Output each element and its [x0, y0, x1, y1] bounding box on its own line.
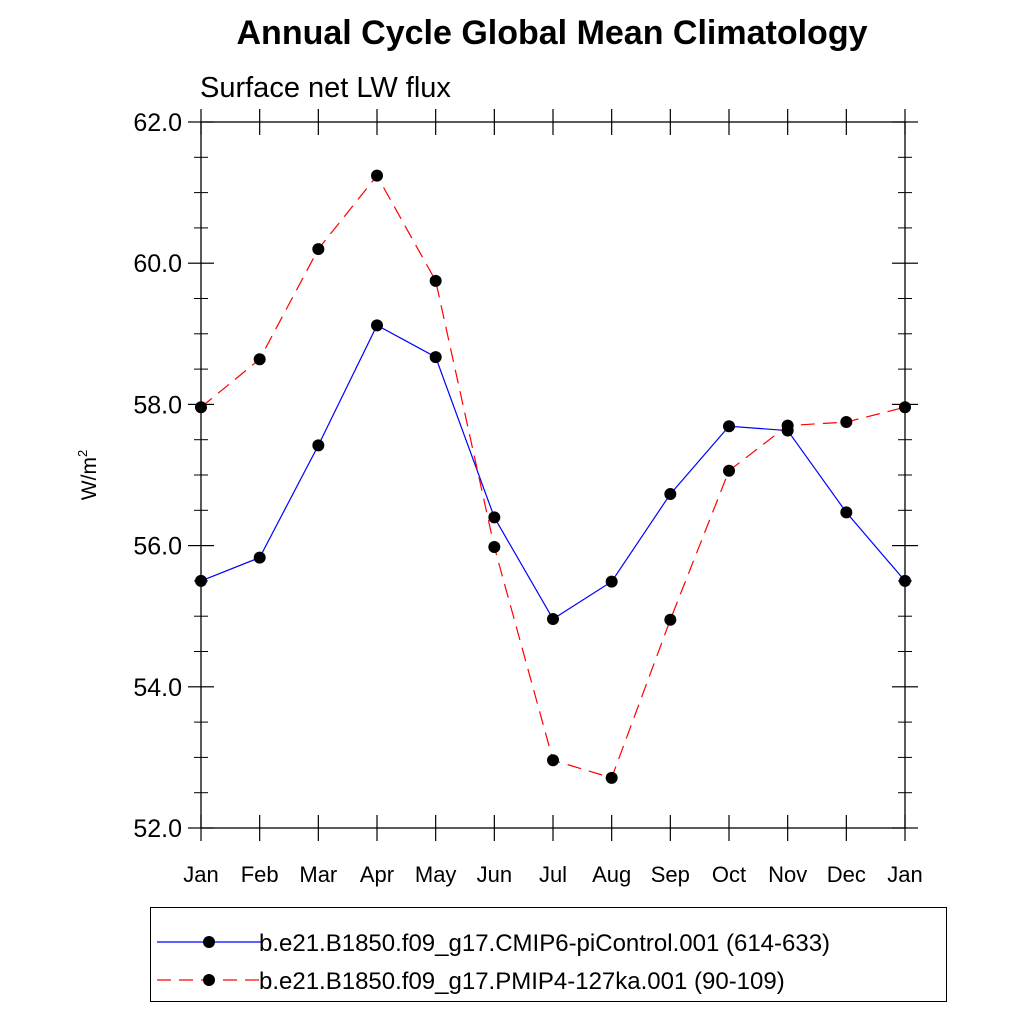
y-tick-label: 56.0 [133, 533, 182, 561]
x-tick-label: Jul [539, 862, 567, 887]
y-tick-label: 60.0 [133, 250, 182, 278]
y-tick-label: 52.0 [133, 815, 182, 843]
data-point-s1-5 [488, 541, 501, 554]
data-point-s1-1 [253, 353, 266, 366]
x-tick-label: Mar [299, 862, 337, 887]
plot-frame [200, 121, 906, 829]
data-point-s1-3 [371, 169, 383, 182]
data-point-s0-8 [664, 488, 677, 501]
x-tick-label: Apr [360, 862, 394, 887]
x-tick-label: Oct [712, 862, 746, 887]
data-point-s0-7 [605, 575, 618, 588]
x-tick-label: Jun [477, 862, 512, 887]
data-point-s0-3 [371, 319, 383, 332]
x-tick-label: Jan [887, 862, 922, 887]
x-tick-label: Nov [768, 862, 807, 887]
x-tick-label: Dec [827, 862, 866, 887]
data-point-s0-2 [312, 439, 325, 452]
legend-entry-127ka: b.e21.B1850.f09_g17.PMIP4-127ka.001 (90-… [151, 960, 946, 1000]
data-point-s0-11 [840, 506, 853, 519]
series-line-1 [200, 174, 906, 779]
y-tick-label: 54.0 [133, 674, 182, 702]
x-tick-label: May [415, 862, 457, 887]
y-tick-label: 62.0 [133, 109, 182, 137]
y-axis-label-superscript: 2 [75, 450, 90, 457]
series-line-0 [200, 324, 906, 620]
data-point-s1-10 [781, 419, 794, 432]
data-point-s1-8 [664, 613, 677, 626]
x-tick-label: Feb [241, 862, 279, 887]
x-tick-label: Aug [592, 862, 631, 887]
legend: b.e21.B1850.f09_g17.CMIP6-piControl.001 … [150, 907, 947, 1002]
data-point-s1-7 [605, 771, 618, 784]
x-tick-label: Jan [183, 862, 218, 887]
legend-label-127ka: b.e21.B1850.f09_g17.PMIP4-127ka.001 (90-… [259, 968, 785, 995]
data-point-s0-5 [488, 511, 501, 524]
data-point-s0-9 [723, 420, 735, 433]
data-point-s0-4 [429, 351, 442, 364]
y-axis-label-base: W/m [78, 457, 101, 500]
data-point-s1-6 [547, 754, 559, 767]
data-point-s0-6 [547, 613, 559, 626]
data-point-s1-9 [723, 464, 735, 477]
legend-marker-127ka [157, 974, 261, 986]
legend-label-picontrol: b.e21.B1850.f09_g17.CMIP6-piControl.001 … [259, 930, 831, 957]
chart-title: Annual Cycle Global Mean Climatology [236, 14, 868, 52]
x-tick-label: Sep [651, 862, 690, 887]
chart-subtitle: Surface net LW flux [200, 72, 451, 104]
data-point-s1-11 [840, 416, 853, 429]
legend-marker-picontrol [157, 936, 261, 948]
legend-entry-picontrol: b.e21.B1850.f09_g17.CMIP6-piControl.001 … [151, 922, 946, 962]
y-axis-label: W/m2 [75, 450, 101, 500]
data-point-s1-4 [429, 274, 442, 287]
line-chart: Jan Feb Mar Apr May Jun Jul Aug Sep Oct Nov Dec Jan5… [75, 109, 923, 887]
data-point-s1-2 [312, 243, 325, 256]
y-tick-label: 58.0 [133, 391, 182, 419]
data-point-s0-1 [253, 551, 266, 564]
